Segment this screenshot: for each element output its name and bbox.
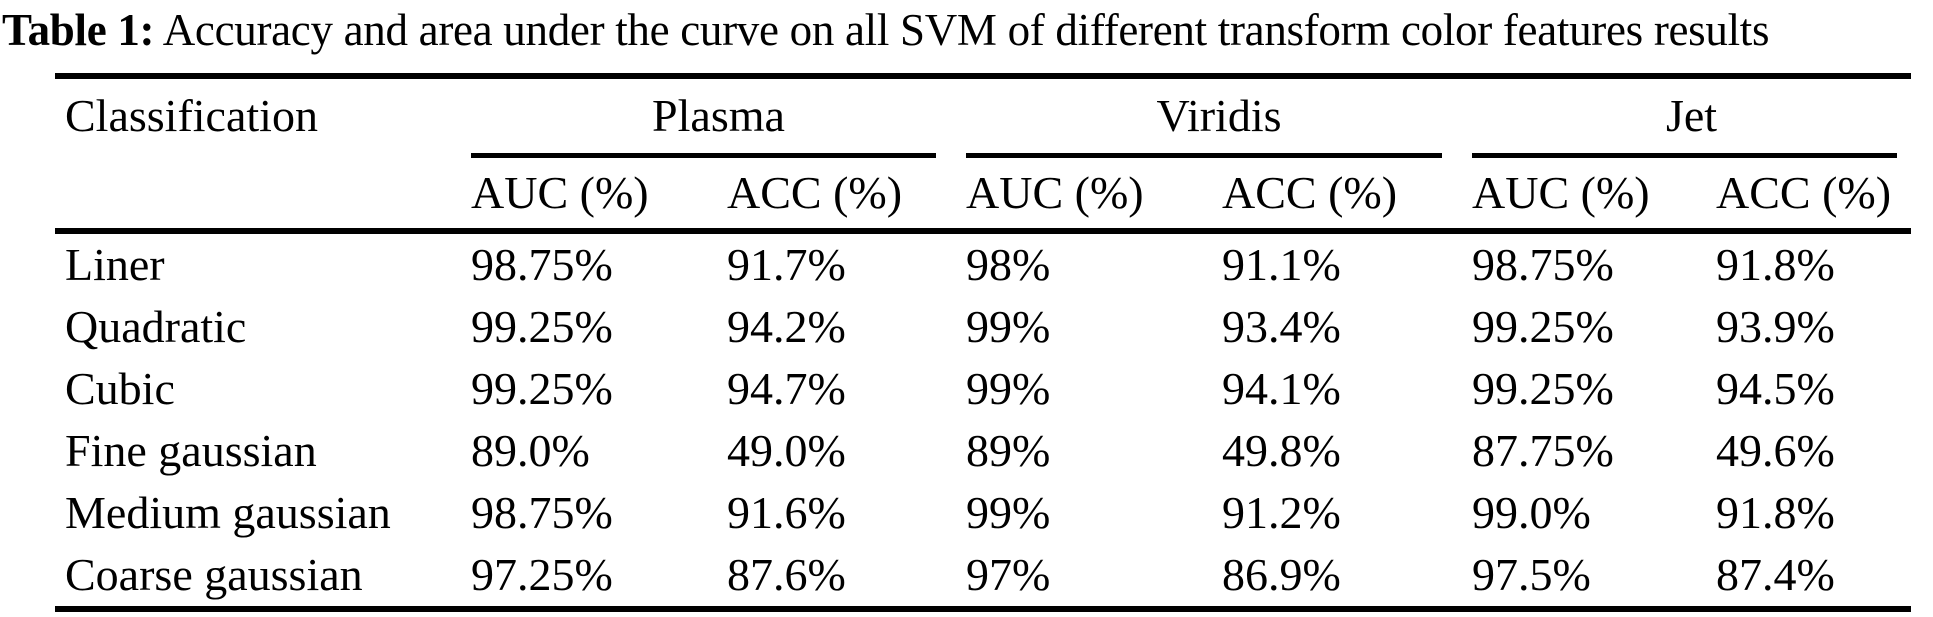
underline-spacer (55, 153, 471, 158)
subheader-viridis-auc: AUC (%) (966, 167, 1144, 218)
table-row-cubic: Cubic 99.25% 94.7% 99% 94.1% 99.25% 94.5… (55, 358, 1911, 420)
cell-plasma-auc: 99.25% (471, 363, 613, 414)
cell-viridis-acc: 93.4% (1222, 301, 1341, 352)
cell-viridis-auc: 99% (966, 301, 1051, 352)
cell-plasma-auc: 99.25% (471, 301, 613, 352)
table-caption-text: Accuracy and area under the curve on all… (154, 5, 1770, 55)
cell-plasma-acc: 94.7% (727, 363, 846, 414)
table-row-fine-gaussian: Fine gaussian 89.0% 49.0% 89% 49.8% 87.7… (55, 420, 1911, 482)
header-rule (55, 228, 1911, 234)
cell-viridis-auc: 99% (966, 363, 1051, 414)
top-rule (55, 73, 1911, 79)
table-caption-number: Table 1: (2, 5, 155, 55)
cell-viridis-acc: 91.2% (1222, 487, 1341, 538)
cell-jet-acc: 93.9% (1716, 301, 1835, 352)
viridis-underline (966, 153, 1442, 158)
cell-plasma-auc: 98.75% (471, 239, 613, 290)
cell-plasma-acc: 94.2% (727, 301, 846, 352)
cell-viridis-auc: 98% (966, 239, 1051, 290)
cell-plasma-acc: 87.6% (727, 549, 846, 600)
cell-jet-auc: 98.75% (1472, 239, 1614, 290)
subheader-plasma-acc: ACC (%) (727, 167, 903, 218)
table-row-quadratic: Quadratic 99.25% 94.2% 99% 93.4% 99.25% … (55, 296, 1911, 358)
row-label: Fine gaussian (65, 425, 317, 476)
row-label: Liner (65, 239, 165, 290)
table-row-liner: Liner 98.75% 91.7% 98% 91.1% 98.75% 91.8… (55, 234, 1911, 296)
group-underline-row (55, 153, 1911, 158)
cell-jet-auc: 99.25% (1472, 301, 1614, 352)
cell-jet-acc: 87.4% (1716, 549, 1835, 600)
table-row-coarse-gaussian: Coarse gaussian 97.25% 87.6% 97% 86.9% 9… (55, 544, 1911, 606)
cell-plasma-acc: 91.7% (727, 239, 846, 290)
cell-viridis-acc: 86.9% (1222, 549, 1341, 600)
table-caption: Table 1: Accuracy and area under the cur… (2, 4, 1933, 56)
cell-jet-acc: 94.5% (1716, 363, 1835, 414)
group-header-jet: Jet (1665, 90, 1718, 141)
cell-jet-auc: 87.75% (1472, 425, 1614, 476)
cell-plasma-auc: 97.25% (471, 549, 613, 600)
subheader-jet-auc: AUC (%) (1472, 167, 1650, 218)
cell-viridis-auc: 99% (966, 487, 1051, 538)
cell-jet-auc: 99.25% (1472, 363, 1614, 414)
cell-viridis-auc: 89% (966, 425, 1051, 476)
plasma-underline (471, 153, 936, 158)
bottom-rule (55, 606, 1911, 612)
cell-jet-acc: 49.6% (1716, 425, 1835, 476)
cell-plasma-auc: 89.0% (471, 425, 590, 476)
cell-jet-auc: 97.5% (1472, 549, 1591, 600)
row-label: Medium gaussian (65, 487, 391, 538)
cell-jet-acc: 91.8% (1716, 487, 1835, 538)
cell-viridis-acc: 94.1% (1222, 363, 1341, 414)
table-row-medium-gaussian: Medium gaussian 98.75% 91.6% 99% 91.2% 9… (55, 482, 1911, 544)
column-header-classification: Classification (65, 90, 318, 141)
subheader-jet-acc: ACC (%) (1716, 167, 1892, 218)
row-label: Cubic (65, 363, 175, 414)
cell-plasma-acc: 49.0% (727, 425, 846, 476)
cell-jet-acc: 91.8% (1716, 239, 1835, 290)
group-header-viridis: Viridis (1156, 90, 1282, 141)
cell-viridis-auc: 97% (966, 549, 1051, 600)
cell-viridis-acc: 49.8% (1222, 425, 1341, 476)
group-header-plasma: Plasma (652, 90, 785, 141)
subheader-viridis-acc: ACC (%) (1222, 167, 1398, 218)
row-label: Coarse gaussian (65, 549, 363, 600)
row-label: Quadratic (65, 301, 247, 352)
subheader-row: AUC (%) ACC (%) AUC (%) ACC (%) AUC (%) … (55, 158, 1911, 228)
results-table: Classification Plasma Viridis Jet AUC (%… (55, 73, 1911, 612)
group-header-row: Classification Plasma Viridis Jet (55, 79, 1911, 153)
jet-underline (1472, 153, 1897, 158)
subheader-plasma-auc: AUC (%) (471, 167, 649, 218)
cell-plasma-acc: 91.6% (727, 487, 846, 538)
cell-jet-auc: 99.0% (1472, 487, 1591, 538)
cell-plasma-auc: 98.75% (471, 487, 613, 538)
cell-viridis-acc: 91.1% (1222, 239, 1341, 290)
